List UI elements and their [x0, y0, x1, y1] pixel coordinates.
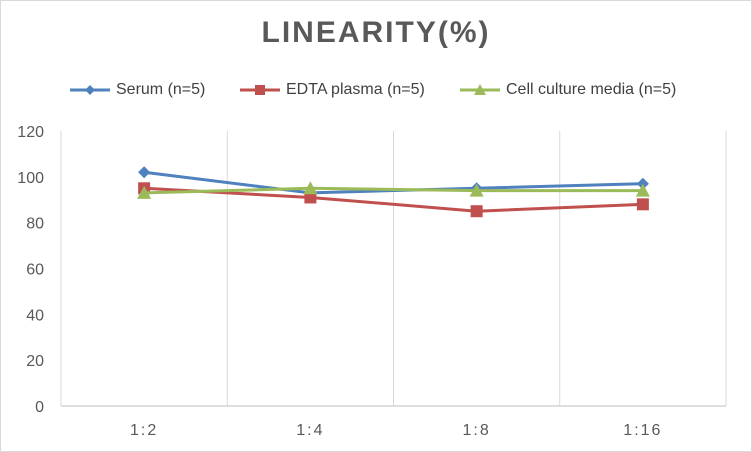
- series-line: [144, 186, 643, 195]
- series-line: [144, 186, 643, 213]
- triangle-point: [137, 185, 152, 199]
- y-tick-label: 60: [26, 262, 44, 279]
- x-tick-label: 1:8: [463, 422, 491, 439]
- diamond-point: [138, 166, 151, 179]
- y-tick-label: 20: [26, 353, 44, 370]
- square-point: [636, 198, 649, 211]
- triangle-point: [635, 183, 650, 197]
- chart-title: LINEARITY(%): [261, 16, 491, 49]
- x-tick-label: 1:4: [296, 422, 324, 439]
- series-lines: [137, 166, 650, 218]
- legend-item-edta-plasma: EDTA plasma (n=5): [240, 78, 425, 102]
- x-tick-label: 1:2: [130, 422, 158, 439]
- triangle-point: [469, 183, 484, 197]
- legend-label-edta-plasma: EDTA plasma (n=5): [286, 81, 425, 98]
- triangle-point: [303, 181, 318, 195]
- gridlines: [60, 131, 727, 406]
- diamond-marker-icon: [70, 85, 110, 95]
- legend: Serum (n=5) EDTA plasma (n=5) Cell cultu…: [0, 78, 752, 102]
- legend-label-cell-culture-media: Cell culture media (n=5): [506, 81, 677, 98]
- legend-item-serum: Serum (n=5): [70, 78, 205, 102]
- y-tick-label: 80: [26, 216, 44, 233]
- x-tick-label: 1:16: [623, 422, 662, 439]
- tick-labels: 0 20 40 60 80 100 120 1:2 1:4 1:8 1:16: [17, 124, 662, 439]
- legend-label-serum: Serum (n=5): [116, 81, 206, 98]
- triangle-marker-icon: [460, 84, 500, 95]
- square-point: [304, 191, 317, 204]
- y-tick-label: 0: [35, 399, 44, 416]
- square-marker-icon: [240, 85, 280, 95]
- legend-item-cell-culture-media: Cell culture media (n=5): [460, 78, 676, 102]
- y-tick-label: 40: [26, 307, 44, 324]
- y-tick-label: 100: [17, 170, 44, 187]
- square-point: [470, 205, 483, 218]
- y-tick-label: 120: [17, 124, 44, 141]
